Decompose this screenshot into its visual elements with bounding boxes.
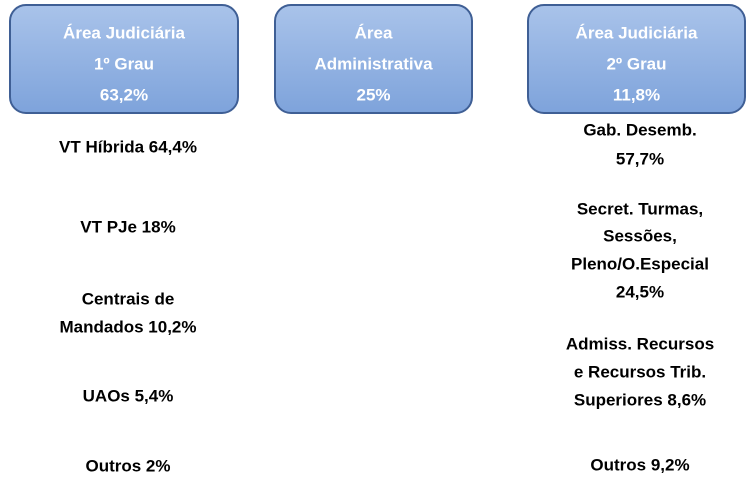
left-item: Centrais de (82, 289, 175, 308)
right-item: 57,7% (616, 149, 664, 168)
area-box (527, 4, 746, 114)
right-item: Gab. Desemb. (583, 120, 696, 139)
left-item: VT PJe 18% (80, 217, 175, 236)
right-item: e Recursos Trib. (574, 362, 706, 381)
right-item: 24,5% (616, 282, 664, 301)
right-item: Pleno/O.Especial (571, 254, 709, 273)
box-label: Área (355, 23, 393, 42)
right-item: Admiss. Recursos (566, 334, 714, 353)
box-label: Administrativa (314, 54, 433, 73)
right-item: Secret. Turmas, (577, 199, 703, 218)
box-label: 11,8% (613, 85, 660, 104)
box-label: 25% (356, 85, 390, 104)
right-item: Superiores 8,6% (574, 390, 706, 409)
left-item: VT Híbrida 64,4% (59, 137, 197, 156)
right-item: Outros 9,2% (590, 455, 689, 474)
area-box (274, 4, 473, 114)
left-item: Outros 2% (85, 456, 170, 475)
box-label: 2º Grau (606, 54, 666, 73)
left-item: UAOs 5,4% (83, 386, 174, 405)
right-item: Sessões, (603, 226, 677, 245)
box-label: Área Judiciária (63, 23, 185, 42)
left-item: Mandados 10,2% (60, 317, 197, 336)
area-box (9, 4, 239, 114)
box-label: 63,2% (100, 85, 148, 104)
box-label: Área Judiciária (576, 23, 698, 42)
box-label: 1º Grau (94, 54, 154, 73)
